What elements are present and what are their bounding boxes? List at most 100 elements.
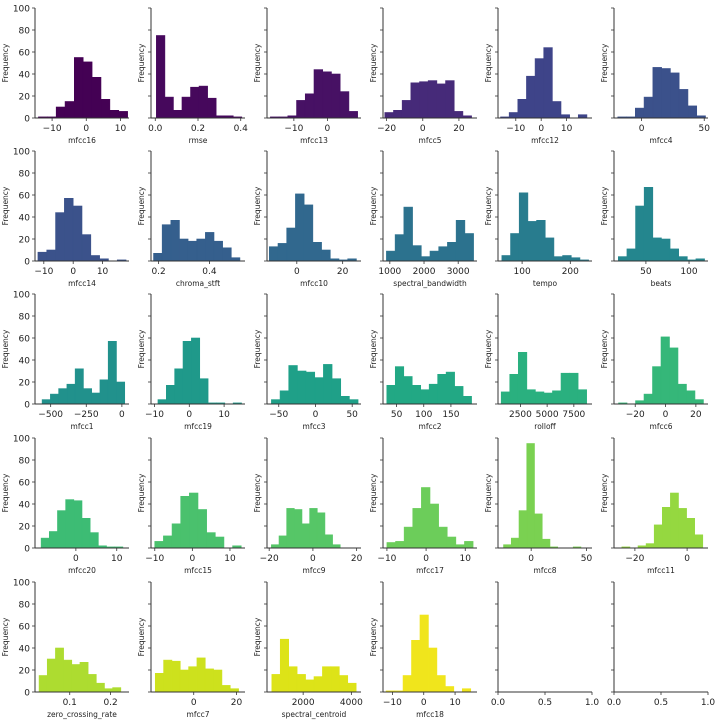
histogram-bar	[517, 351, 528, 405]
histogram-bar	[109, 110, 120, 119]
histogram-bar	[652, 237, 662, 262]
x-tick-label: 0.4	[234, 124, 249, 134]
x-axis-label: mfcc2	[419, 422, 442, 431]
histogram-bar	[268, 246, 279, 262]
y-axis-label: Frequency	[484, 329, 493, 368]
histogram-bar	[96, 682, 105, 693]
x-tick-label: 0	[186, 410, 192, 420]
histogram-bar	[412, 245, 422, 262]
histogram-bar	[669, 347, 679, 405]
x-tick-label: 20	[231, 698, 243, 708]
x-tick-label: 0	[70, 267, 76, 277]
subplot-mfcc10: 0 20 mfcc10 Frequency	[253, 150, 361, 288]
y-tick-label: 100	[13, 291, 30, 301]
histogram-bar	[321, 249, 331, 262]
x-tick-label: −20	[625, 554, 644, 564]
histogram-bar	[427, 80, 438, 119]
y-tick-label: 60	[19, 623, 31, 633]
histogram-bar	[518, 510, 528, 549]
x-tick-label: 0	[325, 124, 331, 134]
histogram-bar	[74, 57, 84, 119]
y-tick-label: 20	[19, 236, 31, 246]
histogram-bar	[179, 669, 189, 693]
histogram-bar	[438, 526, 448, 549]
y-tick-label: 40	[19, 214, 31, 224]
histogram-bar	[198, 85, 208, 119]
histogram-bar	[179, 238, 189, 262]
y-axis-label: Frequency	[600, 329, 609, 368]
histogram-bar	[445, 371, 455, 405]
x-tick-label: 0	[538, 124, 544, 134]
histogram-bar	[394, 234, 405, 262]
histogram-bar	[188, 666, 198, 693]
histogram-bar	[686, 390, 696, 405]
histogram-bar	[652, 67, 662, 119]
x-tick-label: 10	[449, 698, 461, 708]
histogram-bar	[288, 365, 298, 405]
y-tick-label: 80	[19, 457, 31, 467]
subplot-empty-28: 0.0 0.5 1.0	[491, 581, 599, 708]
histogram-bar	[206, 532, 216, 549]
histogram-bar	[112, 687, 122, 693]
histogram-bar	[419, 81, 429, 119]
histogram-bar	[552, 390, 562, 405]
histogram-bar	[199, 378, 209, 405]
y-tick-label: 60	[19, 335, 31, 345]
histogram-bar	[174, 368, 184, 405]
histogram-bar	[643, 187, 654, 262]
subplot-rmse: 0.0 0.2 0.4 rmse Frequency	[137, 7, 249, 145]
y-tick-label: 80	[19, 27, 31, 37]
histogram-bar	[527, 221, 537, 262]
x-axis-label: spectral_centroid	[282, 710, 347, 719]
histogram-bar	[687, 105, 698, 119]
x-axis-label: mfcc12	[531, 136, 559, 145]
x-tick-label: 20	[690, 410, 702, 420]
x-tick-label: 0	[684, 554, 690, 564]
y-tick-label: 80	[19, 313, 31, 323]
histogram-bar	[510, 233, 520, 262]
histogram-bar	[46, 658, 56, 693]
histogram-bar	[295, 193, 305, 262]
x-tick-label: −500	[38, 410, 63, 420]
histogram-bar	[64, 198, 74, 262]
x-tick-label: −10	[43, 124, 62, 134]
histogram-bar	[429, 503, 439, 549]
x-axis-label: mfcc20	[68, 566, 96, 575]
histogram-bar	[331, 378, 342, 405]
histogram-bar	[349, 399, 359, 405]
y-tick-label: 20	[19, 379, 31, 389]
y-axis-label: Frequency	[369, 329, 378, 368]
histogram-bar	[652, 366, 662, 405]
histogram-bar	[331, 73, 341, 119]
y-axis-label: Frequency	[1, 617, 10, 656]
histogram-bar	[278, 535, 287, 549]
histogram-bar	[301, 523, 310, 549]
histogram-bar	[83, 388, 92, 405]
subplot-mfcc19: −10 0 10 mfcc19 Frequency	[137, 293, 245, 431]
histogram-bar	[324, 534, 333, 549]
histogram-bar	[279, 390, 290, 405]
histogram-bar	[403, 376, 413, 405]
histogram-bar	[189, 492, 199, 549]
histogram-bar	[74, 368, 84, 405]
histogram-bar	[500, 391, 511, 405]
histogram-bar	[182, 340, 192, 405]
histogram-bar	[316, 512, 326, 549]
histogram-bar	[303, 204, 314, 262]
x-tick-label: 50	[346, 410, 358, 420]
histogram-bar	[445, 80, 455, 119]
x-axis-label: mfcc4	[650, 136, 673, 145]
histogram-bar	[517, 99, 527, 119]
x-axis-label: mfcc18	[416, 710, 444, 719]
histogram-bar	[79, 661, 89, 693]
y-axis-label: Frequency	[1, 329, 10, 368]
histogram-bar	[541, 538, 551, 549]
histogram-bar	[543, 392, 553, 405]
subplot-mfcc5: −20 0 20 mfcc5 Frequency	[369, 7, 477, 145]
x-tick-label: 20	[453, 124, 465, 134]
histogram-bar	[670, 72, 680, 119]
histogram-bar	[37, 251, 48, 262]
histogram-bar	[221, 685, 231, 693]
